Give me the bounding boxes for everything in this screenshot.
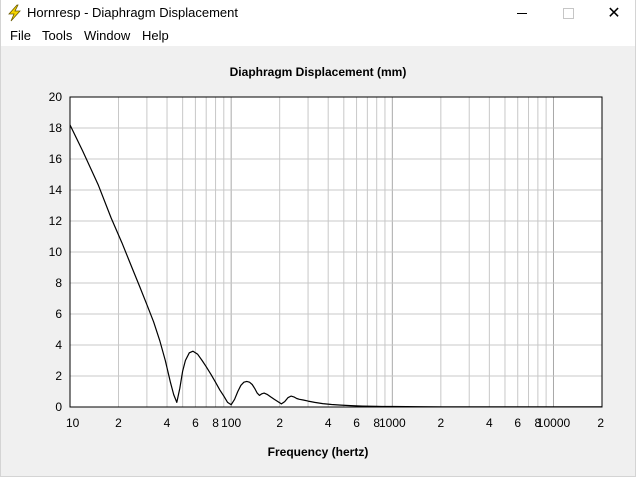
title-bar[interactable]: Hornresp - Diaphragm Displacement ✕: [1, 0, 635, 26]
close-button[interactable]: ✕: [591, 0, 636, 26]
x-tick-label: 2: [437, 416, 444, 430]
x-tick-label: 8: [373, 416, 380, 430]
menu-help[interactable]: Help: [142, 28, 169, 43]
menu-window[interactable]: Window: [84, 28, 131, 43]
x-tick-label: 4: [486, 416, 493, 430]
x-tick-label: 100: [221, 416, 241, 430]
maximize-button[interactable]: [545, 0, 591, 26]
plot-frame: [69, 96, 603, 408]
minimize-button[interactable]: [499, 0, 545, 26]
lightning-bolt-icon: [6, 4, 24, 22]
x-tick-label: 2: [597, 416, 604, 430]
x-tick-label: 4: [164, 416, 171, 430]
x-tick-label: 8: [535, 416, 542, 430]
menu-file[interactable]: File: [10, 28, 31, 43]
x-tick-label: 2: [115, 416, 122, 430]
y-tick-label: 2: [55, 369, 62, 383]
y-tick-label: 8: [55, 276, 62, 290]
x-tick-label: 10000: [537, 416, 571, 430]
menu-tools[interactable]: Tools: [42, 28, 73, 43]
maximize-icon: [562, 7, 574, 19]
x-tick-label: 6: [192, 416, 199, 430]
y-tick-label: 12: [49, 214, 63, 228]
y-tick-label: 4: [55, 338, 62, 352]
close-icon: ✕: [607, 5, 621, 22]
minimize-icon: [517, 12, 527, 14]
y-tick-label: 0: [55, 400, 62, 414]
window-title: Hornresp - Diaphragm Displacement: [27, 5, 238, 20]
y-tick-label: 18: [49, 121, 63, 135]
y-tick-label: 14: [49, 183, 63, 197]
x-axis-label: Frequency (hertz): [267, 445, 369, 459]
y-tick-label: 10: [49, 245, 63, 259]
x-tick-label: 8: [212, 416, 219, 430]
x-tick-label: 4: [325, 416, 332, 430]
chart-area: Diaphragm Displacement (mm) 0 2 4 6 8 10 12 14 1…: [1, 46, 635, 476]
x-tick-label: 2: [276, 416, 283, 430]
displacement-curve: [69, 124, 602, 408]
x-tick-label: 6: [514, 416, 521, 430]
x-tick-label: 6: [353, 416, 360, 430]
x-tick-label: 10: [66, 416, 80, 430]
y-tick-label: 6: [55, 307, 62, 321]
menu-bar: File Tools Window Help: [1, 26, 635, 46]
chart-title: Diaphragm Displacement (mm): [229, 65, 407, 79]
y-tick-label: 16: [49, 152, 63, 166]
y-tick-label: 20: [49, 90, 63, 104]
x-tick-label: 1000: [379, 416, 406, 430]
